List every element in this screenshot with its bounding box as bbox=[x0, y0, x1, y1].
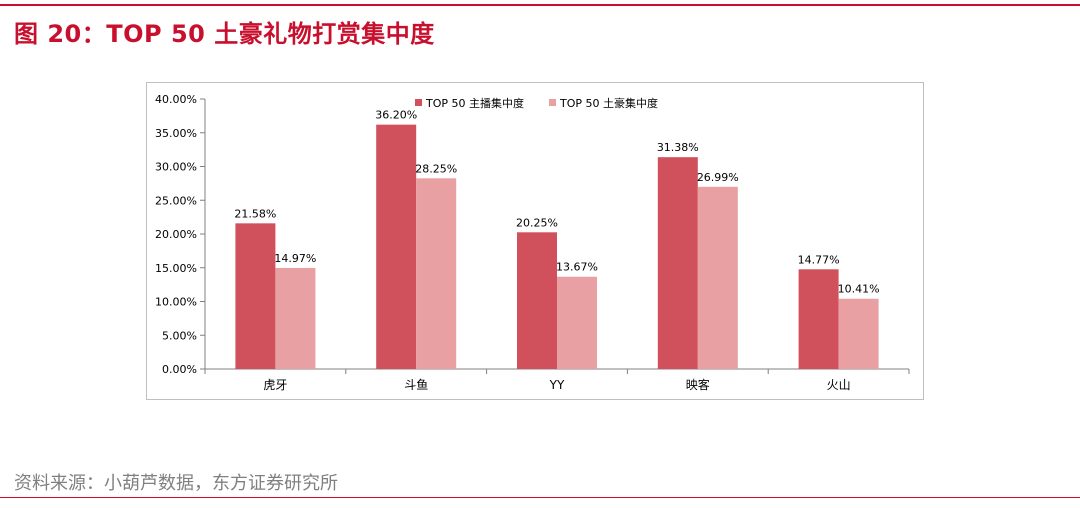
bar-chart: 0.00% 5.00% 10.00% 15.00% 20.00% 25.00% 30.00%… bbox=[155, 93, 910, 392]
bar-2 bbox=[416, 178, 457, 369]
bar-2 bbox=[557, 276, 597, 369]
x-tick-label: 虎牙 bbox=[263, 378, 287, 392]
bar-1 bbox=[798, 269, 839, 369]
data-label: 14.77% bbox=[798, 253, 840, 266]
data-label: 13.67% bbox=[556, 261, 598, 274]
y-tick-label: 10.00% bbox=[155, 296, 197, 309]
bar-1 bbox=[657, 157, 698, 369]
legend-label-1: TOP 50 主播集中度 bbox=[425, 96, 524, 110]
legend-label-2: TOP 50 土豪集中度 bbox=[559, 96, 658, 110]
y-tick-label: 15.00% bbox=[155, 262, 197, 275]
bar-2 bbox=[697, 186, 738, 369]
bar-2 bbox=[838, 298, 879, 369]
y-tick-label: 40.00% bbox=[155, 93, 197, 106]
bottom-rule bbox=[0, 497, 1080, 498]
x-tick-label: 火山 bbox=[827, 378, 851, 392]
data-label: 10.41% bbox=[838, 283, 880, 296]
y-tick-label: 20.00% bbox=[155, 228, 197, 241]
data-label: 21.58% bbox=[234, 207, 276, 220]
top-rule bbox=[0, 4, 1080, 6]
data-label: 20.25% bbox=[516, 216, 558, 229]
data-label: 36.20% bbox=[375, 109, 417, 122]
data-label: 28.25% bbox=[415, 162, 457, 175]
y-tick-label: 30.00% bbox=[155, 161, 197, 174]
data-label: 26.99% bbox=[697, 171, 739, 184]
source-note: 资料来源：小葫芦数据，东方证券研究所 bbox=[14, 473, 338, 494]
y-tick-label: 5.00% bbox=[162, 329, 197, 342]
bar-1 bbox=[517, 232, 557, 369]
bar-2 bbox=[275, 267, 316, 369]
figure-title: 图 20：TOP 50 土豪礼物打赏集中度 bbox=[14, 20, 435, 48]
x-tick-label: 映客 bbox=[686, 377, 710, 392]
legend-swatch-1 bbox=[415, 99, 422, 106]
y-tick-label: 0.00% bbox=[162, 363, 197, 376]
bar-1 bbox=[376, 124, 417, 370]
x-tick-label: YY bbox=[549, 378, 565, 392]
bar-1 bbox=[235, 223, 276, 369]
data-label: 14.97% bbox=[274, 252, 316, 265]
y-tick-label: 35.00% bbox=[155, 127, 197, 140]
chart-container: 0.00% 5.00% 10.00% 15.00% 20.00% 25.00% 30.00%… bbox=[146, 82, 924, 400]
legend-swatch-2 bbox=[549, 99, 556, 106]
x-tick-label: 斗鱼 bbox=[404, 378, 428, 392]
data-label: 31.38% bbox=[657, 141, 699, 154]
y-tick-label: 25.00% bbox=[155, 194, 197, 207]
